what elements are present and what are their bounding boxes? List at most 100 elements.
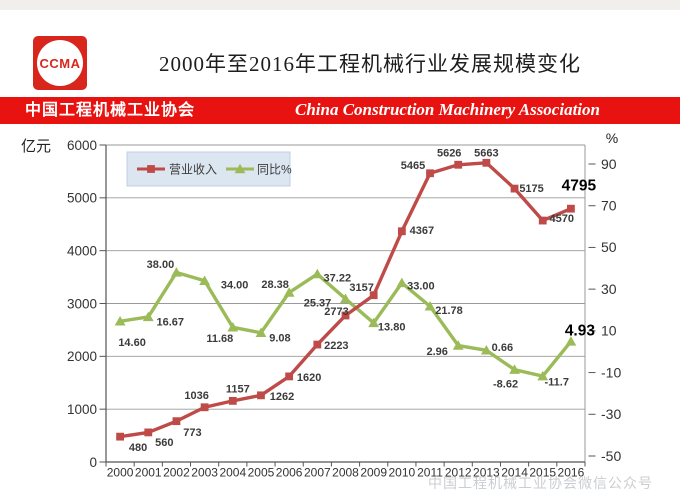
data-label: 38.00 (147, 259, 175, 271)
data-label: 2773 (324, 306, 348, 318)
left-axis-tick-label: 3000 (67, 296, 97, 311)
data-point-marker (255, 327, 267, 337)
data-label: -8.62 (493, 378, 518, 390)
x-axis-tick-label: 2015 (529, 466, 556, 480)
data-point-marker (114, 315, 126, 326)
data-point-marker (424, 300, 436, 311)
data-label: 2223 (324, 340, 348, 352)
data-point-marker (227, 322, 239, 332)
data-point-marker (340, 293, 351, 304)
data-point-marker (172, 417, 181, 426)
right-axis-tick-label: -10 (601, 364, 621, 380)
data-label: 4.93 (565, 322, 596, 339)
data-label: -11.7 (545, 377, 569, 389)
right-axis-tick-label: 50 (601, 239, 617, 255)
left-axis-tick-label: 5000 (67, 191, 97, 206)
data-label: 5465 (401, 160, 425, 172)
data-label: 5175 (519, 183, 543, 195)
data-label: 1262 (270, 391, 294, 403)
x-axis-tick-label: 2004 (219, 466, 246, 480)
data-label: 1157 (226, 383, 250, 395)
x-axis-tick-label: 2002 (163, 466, 190, 480)
data-point-marker (200, 403, 209, 412)
data-label: 13.80 (378, 322, 406, 334)
left-axis-tick-label: 4000 (67, 243, 97, 258)
data-point-marker (482, 158, 491, 167)
page-title: 2000年至2016年工程机械行业发展规模变化 (159, 52, 581, 76)
gridlines (99, 144, 586, 463)
x-axis-tick-label: 2009 (360, 466, 387, 480)
series-line (118, 270, 573, 378)
data-point-marker (228, 396, 237, 405)
data-label: 773 (183, 427, 201, 439)
data-point-marker (142, 311, 154, 322)
data-point-marker (452, 340, 464, 350)
x-axis-tick-label: 2001 (135, 466, 162, 480)
right-axis-tick-label: 90 (601, 156, 617, 172)
x-axis-tick-label: 2007 (304, 466, 331, 480)
data-point-marker (171, 267, 182, 277)
top-strip (0, 0, 680, 10)
data-label: 480 (129, 442, 147, 454)
data-point-marker (368, 317, 380, 328)
data-point-marker (454, 160, 463, 169)
data-label: 34.00 (221, 279, 249, 291)
data-point-marker (509, 364, 520, 374)
data-point-marker (341, 311, 350, 320)
data-label: 9.08 (269, 332, 290, 344)
data-label: 16.67 (156, 317, 184, 329)
data-label: 1036 (184, 390, 208, 402)
association-banner: 中国工程机械工业协会 China Construction Machinery … (0, 97, 680, 124)
data-point-marker (567, 204, 575, 213)
data-label: 3157 (349, 282, 373, 294)
right-axis-tick-label: -50 (601, 448, 621, 464)
data-point-marker (116, 432, 124, 441)
data-point-marker (565, 336, 577, 346)
data-point-marker (144, 428, 153, 437)
banner-english-name: China Construction Machinery Association (295, 100, 600, 119)
data-label: 0.66 (492, 342, 513, 354)
banner-chinese-name: 中国工程机械工业协会 (25, 102, 196, 119)
left-axis-tick-label: 2000 (67, 349, 97, 364)
ccma-logo-disc: CCMA (37, 40, 83, 86)
data-label: 5663 (474, 147, 498, 159)
data-point-marker (396, 277, 408, 288)
data-point-marker (397, 227, 406, 236)
data-label: 1620 (297, 372, 321, 384)
axes: 0 1000 2000 3000 4000 5000 6000 90 70 50 30 10 -10 -3… (21, 130, 621, 480)
data-point-marker (234, 163, 246, 174)
data-label: 5626 (437, 147, 461, 159)
line-chart: 0 1000 2000 3000 4000 5000 6000 90 70 50 30 10 -10 -3… (21, 130, 621, 480)
left-axis-tick-label: 1000 (67, 402, 97, 417)
data-label: 4570 (549, 213, 573, 225)
right-axis-tick-label: 30 (601, 281, 617, 297)
x-axis-tick-label: 2000 (107, 466, 134, 480)
data-label: 21.78 (435, 305, 463, 317)
data-point-marker (369, 291, 378, 300)
data-point-marker (313, 340, 322, 349)
x-axis-tick-label: 2011 (417, 466, 443, 480)
data-point-marker (285, 372, 294, 381)
data-label: 560 (155, 437, 173, 449)
x-axis-tick-label: 2003 (191, 466, 218, 480)
data-point-marker (480, 345, 492, 355)
right-axis-tick-label: 70 (601, 198, 617, 214)
ccma-logo: CCMA (33, 36, 87, 90)
x-axis-tick-label: 2016 (558, 466, 585, 480)
data-label: 33.00 (407, 280, 435, 292)
data-point-marker (510, 184, 519, 193)
data-label: 37.22 (324, 273, 352, 285)
left-axis-unit-label: 亿元 (21, 138, 51, 155)
data-point-marker (426, 169, 434, 178)
revenue-series (116, 158, 575, 441)
x-axis-tick-label: 2010 (389, 466, 416, 480)
ccma-logo-text: CCMA (39, 55, 81, 71)
legend-label-yoy: 同比% (257, 163, 292, 177)
data-point-marker (537, 370, 549, 381)
data-label: 11.68 (206, 333, 233, 345)
chart-legend: 营业收入 同比% (126, 151, 292, 187)
data-label: 2.96 (426, 346, 447, 358)
watermark: 中国工程机械工业协会微信公众号 (428, 475, 653, 491)
data-label: 14.60 (118, 337, 146, 349)
